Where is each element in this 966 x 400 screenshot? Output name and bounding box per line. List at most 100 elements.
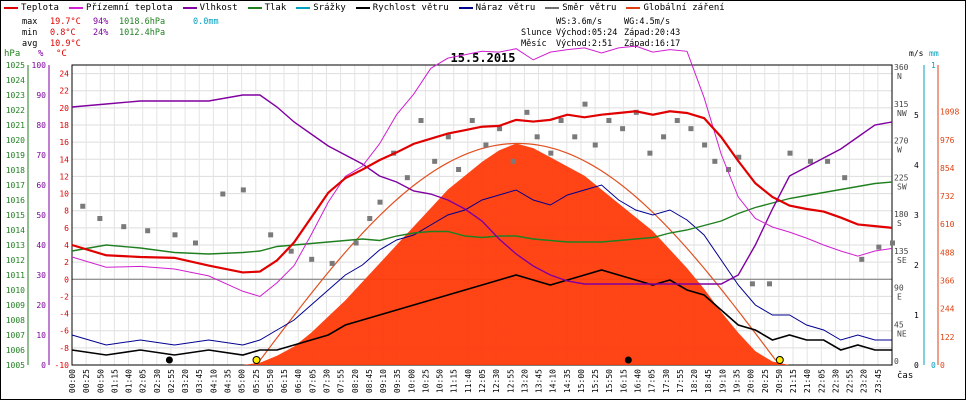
x-axis-tick: 20:25 bbox=[761, 369, 770, 393]
x-axis-tick: 07:30 bbox=[322, 369, 331, 393]
stats-min-press: 1012.4hPa bbox=[119, 28, 166, 38]
x-axis-tick: 06:40 bbox=[294, 369, 303, 393]
pressure-line bbox=[71, 181, 893, 255]
x-axis-tick: 01:40 bbox=[125, 369, 134, 393]
legend-label: Srážky bbox=[313, 3, 346, 13]
axis-tick-hpa: 1008 bbox=[6, 316, 25, 325]
axis-tick-humidity: 20 bbox=[36, 301, 46, 310]
wind-direction-point bbox=[572, 134, 578, 140]
wind-direction-point bbox=[534, 134, 540, 140]
axis-tick-direction: 360 bbox=[894, 63, 909, 72]
axis-tick-hpa: 1009 bbox=[6, 301, 25, 310]
legend-swatch bbox=[182, 6, 197, 9]
axis-tick-hpa: 1015 bbox=[6, 211, 25, 220]
wind-direction-point bbox=[876, 244, 882, 250]
x-axis-tick: 04:10 bbox=[209, 369, 218, 393]
wind-direction-point bbox=[606, 118, 612, 123]
axis-tick-humidity: 70 bbox=[36, 151, 46, 160]
stats-max-press: 1018.6hPa bbox=[119, 17, 166, 27]
x-axis-tick: 22:55 bbox=[846, 369, 855, 393]
wind-direction-point bbox=[592, 142, 598, 148]
legend-item: Směr větru bbox=[545, 3, 616, 13]
wind-direction-point bbox=[220, 191, 226, 197]
axis-tick-wind: 5 bbox=[914, 111, 919, 120]
x-axis-tick: 16:15 bbox=[619, 369, 628, 393]
x-axis-tick: 20:50 bbox=[775, 369, 784, 393]
axis-tick-temperature: 22 bbox=[59, 87, 69, 96]
legend-item: Teplota bbox=[4, 3, 59, 13]
x-axis-tick: 10:50 bbox=[436, 369, 445, 393]
temperature-line bbox=[71, 110, 893, 274]
legend-item: Rychlost větru bbox=[355, 3, 449, 13]
axis-tick-compass: E bbox=[897, 293, 902, 302]
legend-swatch bbox=[296, 6, 311, 9]
axis-tick-humidity: 100 bbox=[32, 61, 47, 70]
legend-swatch bbox=[355, 6, 370, 9]
axis-tick-compass: NE bbox=[897, 329, 907, 338]
axis-tick-hpa: 1021 bbox=[6, 121, 25, 130]
stats-max-hum: 94% bbox=[93, 17, 109, 27]
wind-direction-point bbox=[377, 199, 383, 205]
legend-label: Náraz větru bbox=[475, 3, 536, 13]
axis-tick-radiation: 366 bbox=[940, 277, 955, 286]
moonset-marker bbox=[624, 356, 632, 364]
x-axis-tick: 01:15 bbox=[110, 369, 119, 393]
x-axis-tick: 05:50 bbox=[266, 369, 275, 393]
axis-tick-humidity: 10 bbox=[36, 331, 46, 340]
axis-tick-direction: 315 bbox=[894, 100, 909, 109]
wind-gust-line bbox=[71, 184, 892, 346]
stats-moon-label: Měsíc bbox=[521, 39, 547, 49]
wind-direction-point bbox=[825, 158, 831, 164]
x-axis-tick: 06:15 bbox=[280, 369, 289, 393]
x-axis-tick: 00:25 bbox=[82, 369, 91, 393]
axis-tick-humidity: 60 bbox=[36, 181, 46, 190]
axis-tick-direction: 180 bbox=[894, 210, 909, 219]
wind-direction-point bbox=[548, 150, 554, 156]
axis-tick-compass: NW bbox=[897, 109, 907, 118]
x-axis-tick: 10:00 bbox=[407, 369, 416, 393]
wind-direction-point bbox=[712, 158, 718, 164]
wind-direction-point bbox=[647, 150, 653, 156]
x-axis-tick: 11:15 bbox=[450, 369, 459, 393]
wind-direction-point bbox=[432, 158, 438, 164]
stats-min-hum: 24% bbox=[93, 28, 109, 38]
wind-direction-point bbox=[890, 240, 895, 246]
wind-direction-point bbox=[469, 118, 475, 123]
legend-swatch bbox=[545, 6, 560, 9]
x-axis-tick: 11:40 bbox=[464, 369, 473, 393]
axis-tick-humidity: 90 bbox=[36, 91, 46, 100]
wind-direction-point bbox=[418, 118, 424, 123]
wind-direction-point bbox=[767, 281, 772, 287]
legend-swatch bbox=[458, 6, 473, 9]
axis-tick-radiation: 610 bbox=[940, 220, 955, 229]
x-axis-tick: 21:40 bbox=[803, 369, 812, 393]
x-axis-tick: 09:10 bbox=[379, 369, 388, 393]
x-axis-tick: 02:30 bbox=[153, 369, 162, 393]
x-axis-tick: 17:30 bbox=[662, 369, 671, 393]
wind-direction-point bbox=[240, 187, 246, 193]
x-axis-tick: 16:40 bbox=[634, 369, 643, 393]
axis-tick-temperature: -6 bbox=[59, 327, 69, 336]
x-axis-tick: 15:25 bbox=[591, 369, 600, 393]
wind-direction-point bbox=[353, 240, 359, 246]
wind-direction-point bbox=[80, 203, 86, 209]
axis-tick-temperature: 16 bbox=[59, 138, 69, 147]
axis-tick-temperature: 0 bbox=[64, 275, 69, 284]
axis-tick-hpa: 1016 bbox=[6, 196, 25, 205]
axis-tick-radiation: 732 bbox=[940, 192, 955, 201]
x-axis-tick: 08:20 bbox=[351, 369, 360, 393]
x-axis-tick: 09:35 bbox=[393, 369, 402, 393]
axis-tick-temperature: 4 bbox=[64, 241, 69, 250]
stats-max-temp: 19.7°C bbox=[50, 17, 81, 27]
wind-speed-line bbox=[71, 269, 892, 356]
axis-tick-hpa: 1022 bbox=[6, 106, 25, 115]
sunset-marker bbox=[775, 356, 784, 364]
x-axis-tick: 17:55 bbox=[676, 369, 685, 393]
axis-tick-temperature: 10 bbox=[59, 190, 69, 199]
x-axis-tick: 19:35 bbox=[732, 369, 741, 393]
chart-title: 15.5.2015 bbox=[450, 51, 515, 65]
axis-tick-radiation: 0 bbox=[940, 361, 945, 370]
wind-direction-point bbox=[787, 150, 793, 156]
legend-label: Teplota bbox=[21, 3, 59, 13]
axis-tick-compass: S bbox=[897, 219, 902, 228]
